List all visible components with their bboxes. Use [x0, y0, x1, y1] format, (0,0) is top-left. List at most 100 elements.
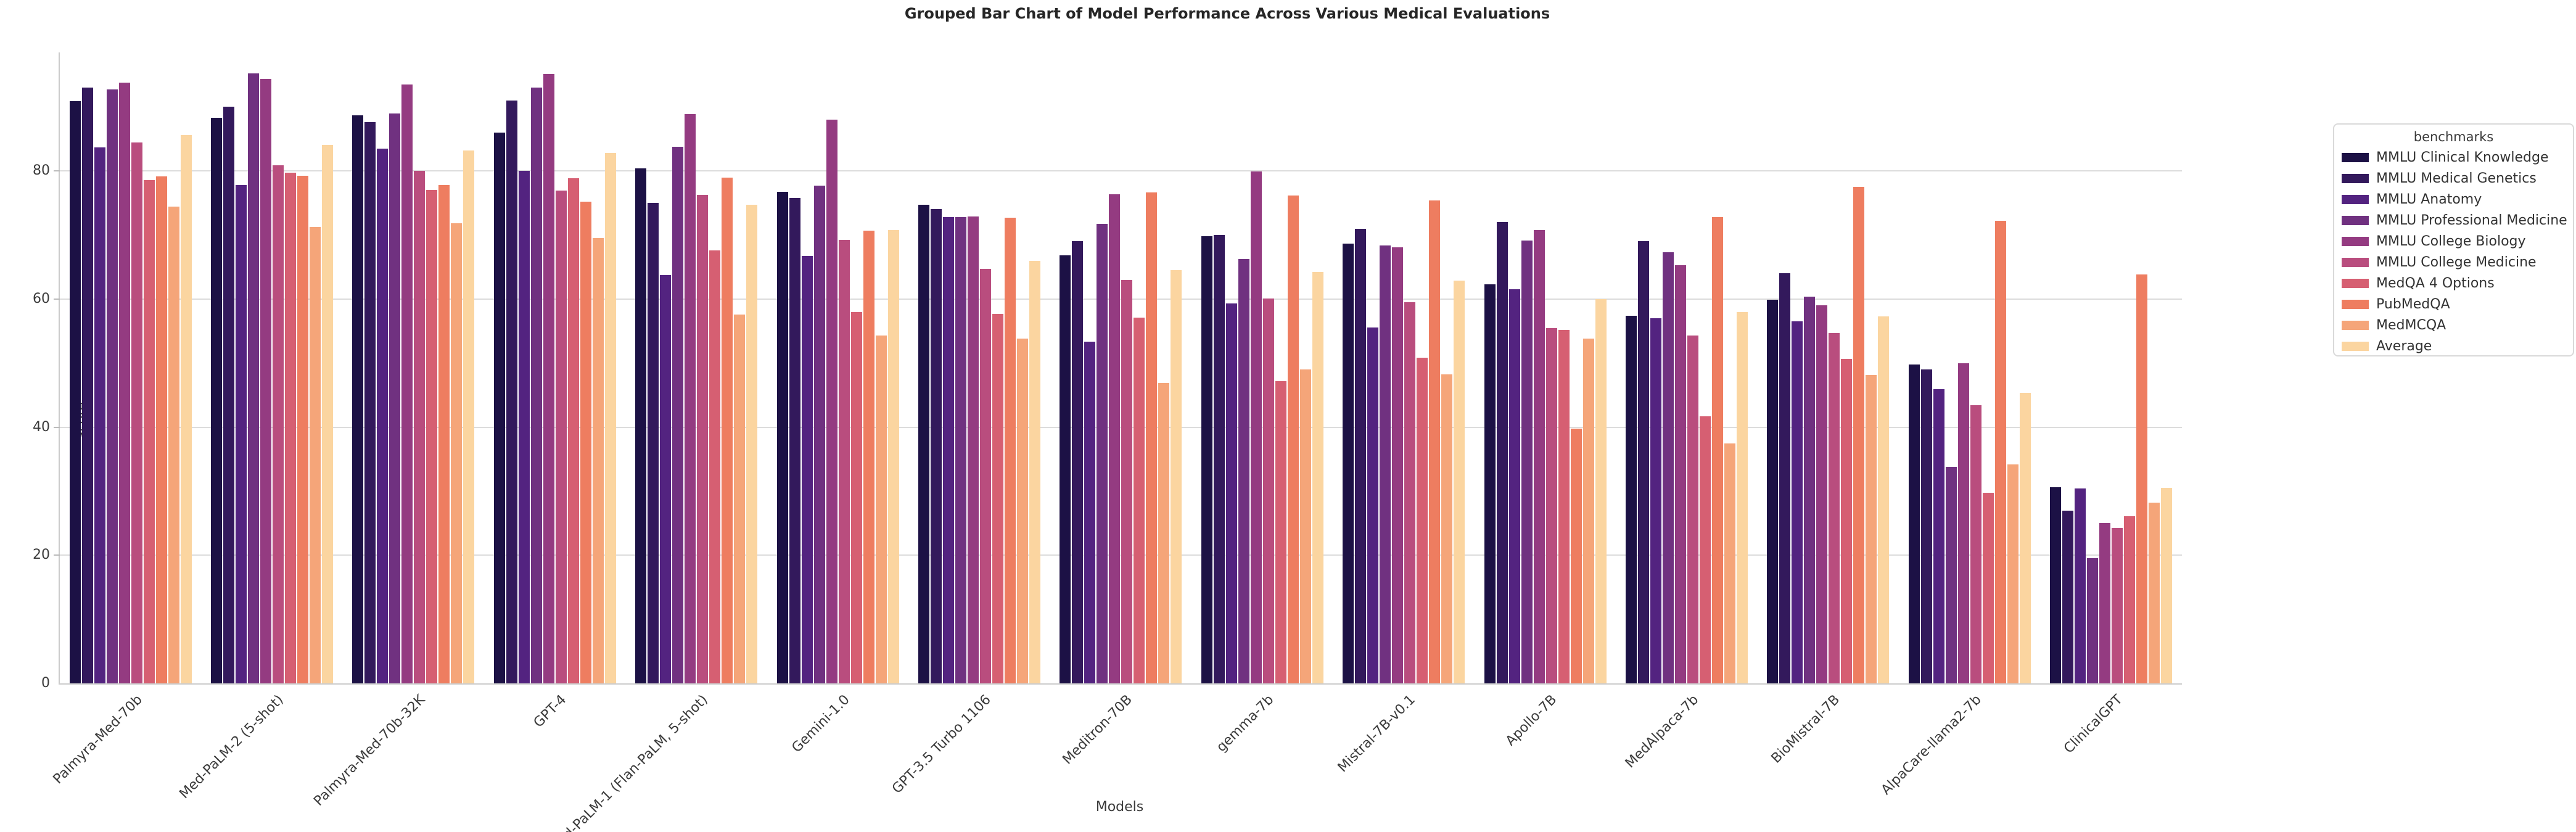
bar	[248, 73, 260, 683]
legend-swatch	[2342, 152, 2369, 162]
bar	[273, 165, 284, 683]
bar	[2087, 558, 2099, 683]
bar	[1299, 369, 1311, 683]
bar	[94, 147, 105, 683]
bar	[1816, 305, 1828, 683]
bar	[955, 216, 967, 683]
bar	[155, 176, 167, 683]
bar	[1029, 260, 1041, 683]
bar	[69, 101, 81, 683]
legend-label: MMLU College Biology	[2376, 233, 2526, 249]
legend-label: MMLU Professional Medicine	[2376, 212, 2567, 228]
bar	[1533, 229, 1545, 683]
bar	[143, 179, 155, 683]
bar	[1109, 194, 1121, 683]
bar-group	[1333, 52, 1475, 683]
y-tick-mark	[54, 170, 60, 172]
bar	[1429, 200, 1441, 683]
x-tick-label: AlpaCare-llama2-7b	[1878, 692, 1985, 798]
y-tick-label: 60	[33, 290, 50, 307]
bar	[1060, 255, 1071, 683]
legend-title: benchmarks	[2413, 130, 2494, 144]
bar	[992, 313, 1004, 683]
bar	[223, 107, 235, 683]
bar	[1724, 443, 1736, 683]
bar	[530, 88, 542, 683]
bar	[2136, 274, 2148, 683]
bar	[1982, 492, 1994, 683]
gridline	[60, 554, 2182, 556]
bar-group	[908, 52, 1050, 683]
bar	[401, 84, 413, 683]
y-tick-label: 80	[33, 163, 50, 179]
bar	[648, 203, 659, 683]
bar	[2062, 510, 2074, 683]
legend-item: MMLU Professional Medicine	[2342, 210, 2567, 231]
bar	[1878, 316, 1890, 683]
bar	[592, 238, 604, 683]
bar	[506, 100, 517, 683]
legend-item: MMLU Medical Genetics	[2342, 168, 2566, 189]
bar	[1484, 284, 1496, 683]
bar	[1595, 299, 1607, 683]
x-tick-label: Palmyra-Med-70b-32K	[311, 692, 429, 809]
bar	[260, 78, 272, 683]
bar	[931, 209, 942, 683]
legend-item: Average	[2342, 336, 2566, 356]
bar	[1712, 216, 1724, 683]
bar	[555, 191, 567, 683]
bar	[722, 177, 733, 683]
bar	[518, 171, 530, 683]
bar	[2007, 464, 2018, 683]
chart-title: Grouped Bar Chart of Model Performance A…	[904, 5, 1550, 22]
legend-item: MMLU Anatomy	[2342, 189, 2566, 210]
bar	[1970, 405, 1981, 683]
legend-label: MMLU Medical Genetics	[2376, 170, 2537, 186]
bar	[1367, 327, 1379, 683]
bar	[1146, 192, 1158, 683]
bar	[1005, 217, 1016, 683]
bar	[2124, 516, 2136, 683]
legend-swatch	[2342, 278, 2369, 288]
legend-label: MMLU Anatomy	[2376, 191, 2482, 207]
bar	[1521, 241, 1533, 683]
legend-label: PubMedQA	[2376, 296, 2450, 312]
bar	[438, 185, 450, 683]
bar	[81, 88, 93, 683]
bar	[1638, 241, 1650, 683]
bar	[451, 223, 463, 683]
bar	[968, 216, 979, 683]
bar	[2075, 488, 2086, 683]
bar	[672, 146, 684, 683]
bar	[980, 269, 992, 683]
bar	[1275, 381, 1286, 683]
bar	[863, 230, 874, 683]
bar	[1737, 311, 1748, 683]
bar	[1779, 273, 1791, 683]
bar	[1545, 327, 1557, 683]
bar	[1700, 416, 1711, 683]
bar	[1866, 375, 1877, 683]
x-tick-label: Gemini-1.0	[789, 692, 853, 756]
bar	[1225, 303, 1237, 683]
bar	[1994, 221, 2006, 683]
gridline	[60, 170, 2182, 172]
legend-swatch	[2342, 194, 2369, 204]
legend-swatch	[2342, 215, 2369, 225]
legend-label: MedMCQA	[2376, 317, 2446, 333]
bar	[826, 120, 837, 683]
x-tick-label: Apollo-7B	[1503, 692, 1560, 749]
legend: benchmarks MMLU Clinical Knowledge MMLU M…	[2333, 123, 2574, 356]
x-tick-label: gemma-7b	[1214, 692, 1277, 756]
x-tick-label: Meditron-70B	[1060, 692, 1136, 768]
legend-item: MMLU College Biology	[2342, 231, 2566, 252]
bar	[1908, 364, 1920, 683]
bar	[734, 314, 746, 683]
bar	[1417, 358, 1428, 683]
legend-swatch	[2342, 257, 2369, 267]
bar-group	[767, 52, 908, 683]
y-tick-label: 40	[33, 419, 50, 435]
legend-label: MedQA 4 Options	[2376, 275, 2495, 291]
legend-item: MMLU College Medicine	[2342, 252, 2566, 273]
